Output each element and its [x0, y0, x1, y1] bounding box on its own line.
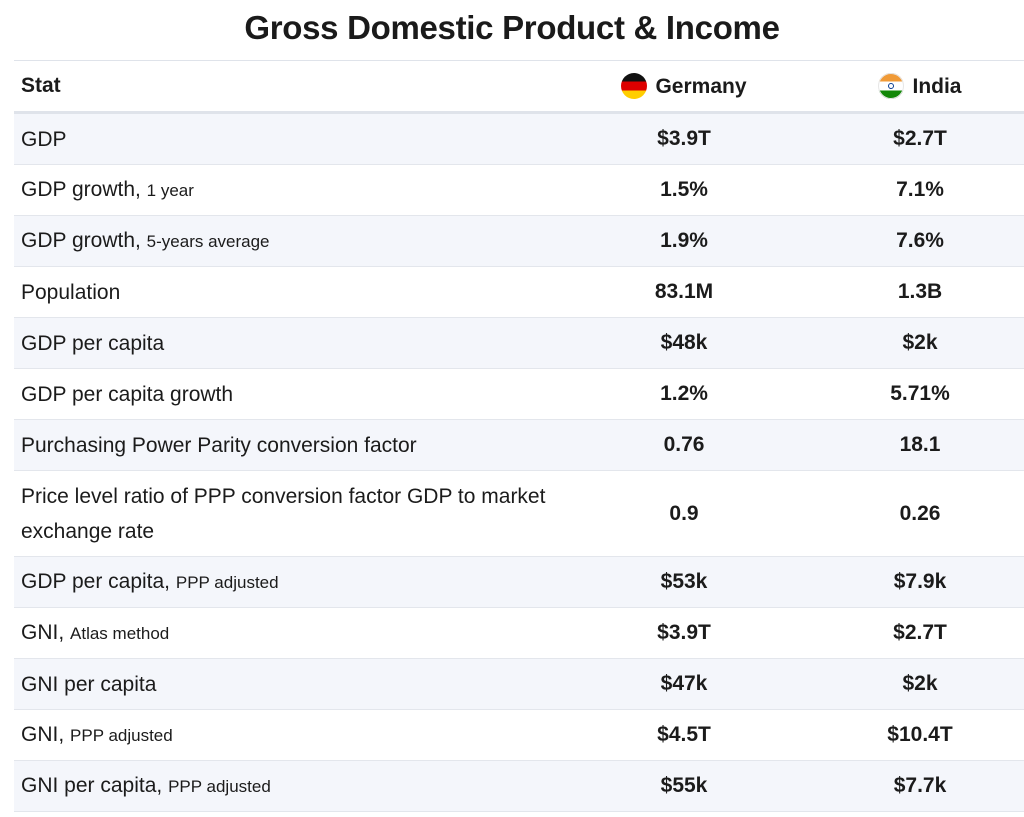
stat-cell: GDP growth, 1 year — [14, 164, 552, 216]
stat-qualifier: Atlas method — [70, 624, 170, 643]
stat-label: GDP per capita growth — [21, 382, 234, 406]
india-value: $7.9k — [816, 556, 1024, 608]
page-title: Gross Domestic Product & Income — [244, 9, 780, 46]
stat-label: Purchasing Power Parity conversion facto… — [21, 433, 417, 457]
stat-cell: GDP per capita growth — [14, 368, 552, 420]
stat-cell: Population — [14, 266, 552, 318]
table-row: Price level ratio of PPP conversion fact… — [14, 470, 1024, 557]
germany-value: $47k — [552, 658, 816, 710]
india-value: $2.7T — [816, 607, 1024, 659]
india-column-header: India — [816, 60, 1024, 114]
table-row: GNI, PPP adjusted $4.5T $10.4T — [14, 709, 1024, 761]
table-row: GDP growth, 5-years average 1.9% 7.6% — [14, 215, 1024, 267]
stat-label: GDP growth, — [21, 178, 141, 201]
germany-value: 1.5% — [552, 164, 816, 216]
stat-qualifier: PPP adjusted — [168, 777, 271, 796]
germany-value: 1.2% — [552, 368, 816, 420]
germany-value: $48k — [552, 317, 816, 369]
india-value: $2k — [816, 317, 1024, 369]
germany-label: Germany — [655, 75, 747, 98]
germany-value: 0.9 — [552, 470, 816, 557]
india-value: $2.7T — [816, 112, 1024, 165]
india-value: 7.6% — [816, 215, 1024, 267]
table-row: GNI, Atlas method $3.9T $2.7T — [14, 607, 1024, 659]
stat-label: GNI, — [21, 723, 65, 746]
stat-cell: GDP per capita, PPP adjusted — [14, 556, 552, 608]
germany-value: 83.1M — [552, 266, 816, 318]
india-value: 7.1% — [816, 164, 1024, 216]
india-value: 18.1 — [816, 419, 1024, 471]
stat-label: GNI per capita, — [21, 774, 163, 797]
table-row: GDP $3.9T $2.7T — [14, 112, 1024, 165]
stat-cell: GDP per capita — [14, 317, 552, 369]
india-value: 1.3B — [816, 266, 1024, 318]
stat-label: GDP growth, — [21, 229, 141, 252]
stat-cell: GNI per capita — [14, 658, 552, 710]
stat-qualifier: PPP adjusted — [70, 726, 173, 745]
table-row: GDP per capita $48k $2k — [14, 317, 1024, 369]
table-header-row: Stat Germany India — [14, 60, 1024, 114]
stat-cell: GDP — [14, 112, 552, 165]
stat-cell: GNI, PPP adjusted — [14, 709, 552, 761]
table-row: GDP per capita growth 1.2% 5.71% — [14, 368, 1024, 420]
table-row: GDP per capita, PPP adjusted $53k $7.9k — [14, 556, 1024, 608]
table-row: Population 83.1M 1.3B — [14, 266, 1024, 318]
table-row: GDP growth, 1 year 1.5% 7.1% — [14, 164, 1024, 216]
india-value: 0.26 — [816, 470, 1024, 557]
stat-label: GDP per capita — [21, 331, 165, 355]
stat-cell: Purchasing Power Parity conversion facto… — [14, 419, 552, 471]
stat-label: GNI per capita — [21, 672, 157, 696]
table-row: GNI per capita, PPP adjusted $55k $7.7k — [14, 760, 1024, 812]
germany-value: 1.9% — [552, 215, 816, 267]
india-flag-icon — [878, 73, 905, 99]
germany-column-header: Germany — [552, 60, 816, 114]
india-value: $2k — [816, 658, 1024, 710]
germany-value: $3.9T — [552, 112, 816, 165]
table-row: Purchasing Power Parity conversion facto… — [14, 419, 1024, 471]
germany-value: 0.76 — [552, 419, 816, 471]
stat-label: GNI, — [21, 621, 65, 644]
germany-value: $3.9T — [552, 607, 816, 659]
stat-label: GDP per capita, — [21, 570, 171, 593]
india-value: 5.71% — [816, 368, 1024, 420]
stat-cell: GDP growth, 5-years average — [14, 215, 552, 267]
stat-label: Price level ratio of PPP conversion fact… — [21, 484, 546, 543]
stat-qualifier: PPP adjusted — [175, 573, 279, 592]
stat-qualifier: 5-years average — [146, 232, 270, 251]
stat-column-header: Stat — [14, 60, 552, 114]
stat-label: Population — [21, 280, 121, 304]
india-label: India — [912, 75, 962, 98]
india-value: $10.4T — [816, 709, 1024, 761]
comparison-table: Stat Germany India GDP $3.9T $2.7T GDP g… — [14, 60, 1024, 812]
table-row: GNI per capita $47k $2k — [14, 658, 1024, 710]
germany-flag-icon — [621, 73, 648, 99]
germany-value: $4.5T — [552, 709, 816, 761]
stat-cell: GNI, Atlas method — [14, 607, 552, 659]
germany-value: $55k — [552, 760, 816, 812]
stat-qualifier: 1 year — [146, 181, 194, 200]
stat-cell: GNI per capita, PPP adjusted — [14, 760, 552, 812]
germany-value: $53k — [552, 556, 816, 608]
stat-cell: Price level ratio of PPP conversion fact… — [14, 470, 552, 557]
india-value: $7.7k — [816, 760, 1024, 812]
stat-label: GDP — [21, 127, 67, 151]
